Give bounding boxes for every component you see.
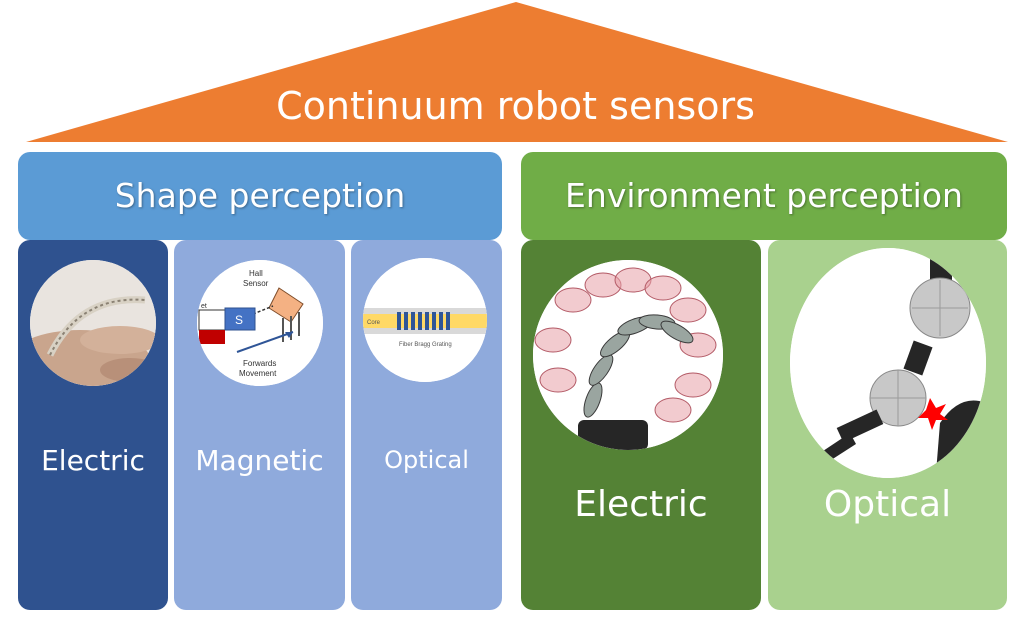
env-electric-label: Electric [574,484,708,525]
diagram-title: Continuum robot sensors [276,84,755,128]
env-optical-column: Optical [768,240,1007,610]
fbg-label: Fiber Bragg Grating [399,342,452,348]
shape-optical-label: Optical [384,446,469,474]
env-optical-label: Optical [823,484,952,525]
env-electric-column: Electric [521,240,761,610]
environment-perception-header: Environment perception [521,152,1007,240]
shape-electric-column: Electric [18,240,168,610]
shape-electric-label: Electric [41,444,145,477]
core-label: Core [367,320,381,326]
hall-sensor-magnet-icon: Hall Sensor S et Forwards Movement [197,260,323,386]
magnet-fragment-label: et [201,303,207,310]
shape-optical-column: Core Fiber Bragg Grating Optical [351,240,502,610]
forwards-label: Forwards [243,359,276,368]
sensor-label: Sensor [243,279,269,288]
svg-text:S: S [235,313,243,327]
magnetic-label: Magnetic [195,444,324,477]
movement-label: Movement [239,369,277,378]
shape-perception-header: Shape perception [18,152,502,240]
roof-triangle [26,2,1008,142]
hall-label: Hall [249,269,263,278]
fiber-bragg-grating-icon: Core Fiber Bragg Grating [363,258,487,382]
flexible-sensor-finger-photo-icon [30,260,156,386]
magnetic-column: Hall Sensor S et Forwards Movement Magne… [174,240,345,610]
spherical-joint-robot-icon [790,248,986,478]
segmented-continuum-robot-icon [533,260,723,450]
